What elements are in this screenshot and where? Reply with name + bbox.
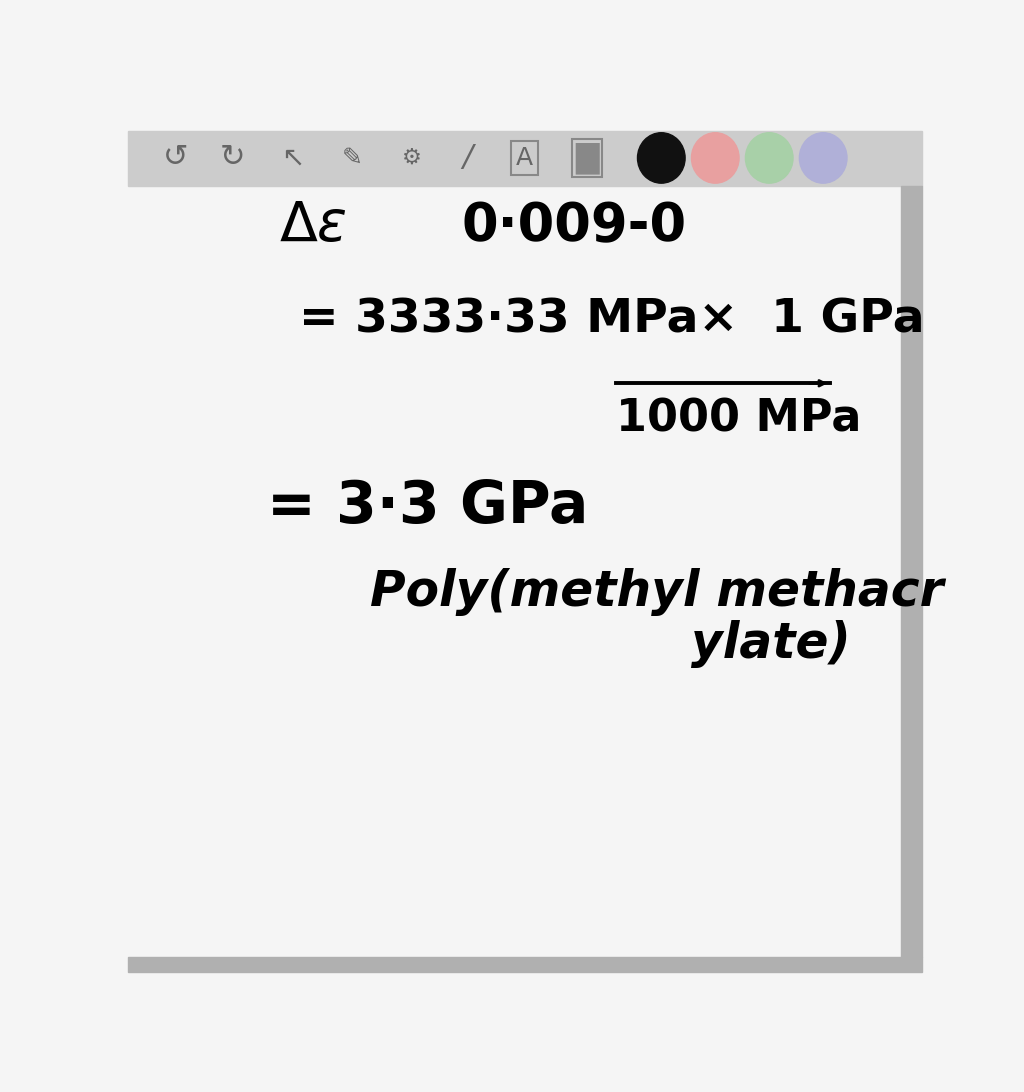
Bar — [128, 957, 922, 972]
Text: $\Delta\varepsilon$: $\Delta\varepsilon$ — [279, 199, 347, 253]
Circle shape — [800, 133, 847, 183]
Circle shape — [745, 133, 793, 183]
Circle shape — [691, 133, 739, 183]
Text: ylate): ylate) — [691, 620, 851, 668]
Text: █: █ — [574, 142, 598, 174]
Circle shape — [638, 133, 685, 183]
Bar — [901, 186, 922, 957]
Text: ✎: ✎ — [341, 146, 362, 170]
Text: A: A — [516, 146, 534, 170]
Text: Poly(methyl methacr: Poly(methyl methacr — [370, 568, 944, 616]
Text: ↺: ↺ — [163, 143, 188, 173]
Text: ↻: ↻ — [220, 143, 246, 173]
Text: 1000 MPa: 1000 MPa — [616, 397, 861, 440]
Text: ↖: ↖ — [281, 144, 304, 171]
Text: ⚙: ⚙ — [402, 147, 422, 168]
Text: = 3·3 GPa: = 3·3 GPa — [267, 478, 588, 535]
Text: /: / — [463, 143, 473, 173]
Text: 0·009-0: 0·009-0 — [461, 200, 686, 252]
Text: = 3333·33 MPa×  1 GPa: = 3333·33 MPa× 1 GPa — [299, 298, 925, 343]
Bar — [128, 131, 922, 186]
